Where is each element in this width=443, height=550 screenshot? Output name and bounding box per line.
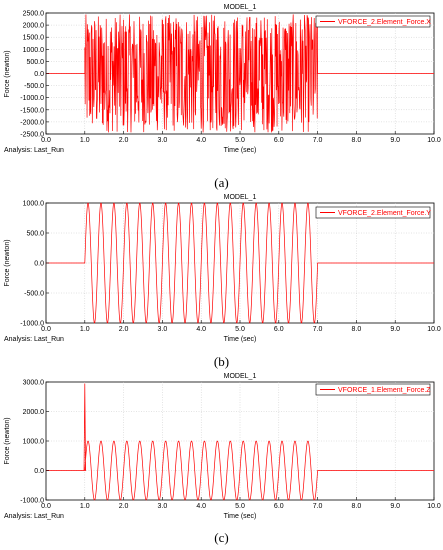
x-tick-label: 9.0 bbox=[390, 137, 400, 144]
x-tick-label: 4.0 bbox=[196, 326, 206, 333]
series-line bbox=[46, 14, 434, 133]
x-tick-label: 8.0 bbox=[352, 137, 362, 144]
y-tick-label: 3000.0 bbox=[23, 380, 45, 387]
legend: VFORCE_2.Element_Force.X bbox=[315, 15, 431, 28]
y-tick-label: -1000.0 bbox=[20, 95, 44, 102]
y-axis-title: Force (newton) bbox=[4, 239, 11, 286]
chart-c: 0.0 1.0 2.0 3.0 4.0 5.0 6.0 7.0 8.0 9.0 10.0 3000.… bbox=[4, 373, 441, 520]
x-tick-label: 0.0 bbox=[41, 137, 51, 144]
legend-label: VFORCE_2.Element_Force.Y bbox=[338, 210, 431, 217]
analysis-label: Analysis: Last_Run bbox=[4, 336, 64, 343]
x-tick-label: 0.0 bbox=[41, 326, 51, 333]
y-tick-label: 1000.0 bbox=[23, 439, 45, 446]
x-tick-label: 9.0 bbox=[390, 326, 400, 333]
x-tick-label: 5.0 bbox=[235, 503, 245, 510]
y-tick-label: -500.0 bbox=[24, 83, 44, 90]
x-tick-label: 9.0 bbox=[390, 503, 400, 510]
x-axis-title: Time (sec) bbox=[224, 513, 257, 520]
x-tick-label: 7.0 bbox=[313, 326, 323, 333]
figure-label-a: (a) bbox=[214, 175, 229, 190]
x-axis-title: Time (sec) bbox=[224, 336, 257, 343]
y-tick-label: 0.0 bbox=[34, 261, 44, 268]
chart-a: 0.0 1.0 2.0 3.0 4.0 5.0 6.0 7.0 8.0 9.0 10.0 2500.… bbox=[4, 4, 441, 154]
y-tick-label: 1500.0 bbox=[23, 35, 45, 42]
x-tick-label: 5.0 bbox=[235, 137, 245, 144]
x-tick-label: 6.0 bbox=[274, 137, 284, 144]
legend: VFORCE_2.Element_Force.Y bbox=[315, 206, 431, 219]
x-tick-label: 2.0 bbox=[119, 137, 129, 144]
legend-label: VFORCE_1.Element_Force.Z bbox=[338, 387, 431, 394]
figure-label-c: (c) bbox=[214, 530, 229, 545]
x-tick-label: 1.0 bbox=[80, 326, 90, 333]
y-tick-label: 0.0 bbox=[34, 468, 44, 475]
y-tick-label: -2500.0 bbox=[20, 132, 44, 139]
chart-panel-c: 0.0 1.0 2.0 3.0 4.0 5.0 6.0 7.0 8.0 9.0 10.0 3000.… bbox=[0, 372, 443, 545]
y-tick-label: -1500.0 bbox=[20, 107, 44, 114]
series-line bbox=[46, 202, 434, 324]
x-tick-label: 0.0 bbox=[41, 503, 51, 510]
figure-label-b: (b) bbox=[213, 354, 230, 369]
chart-panel-b: 0.0 1.0 2.0 3.0 4.0 5.0 6.0 7.0 8.0 9.0 10.0 1000.… bbox=[0, 193, 443, 369]
x-tick-label: 6.0 bbox=[274, 503, 284, 510]
x-tick-label: 1.0 bbox=[80, 137, 90, 144]
x-tick-label: 10.0 bbox=[427, 137, 441, 144]
x-tick-label: 2.0 bbox=[119, 503, 129, 510]
x-tick-label: 7.0 bbox=[313, 137, 323, 144]
y-tick-label: 500.0 bbox=[26, 59, 44, 66]
series-line bbox=[46, 383, 434, 501]
x-tick-label: 3.0 bbox=[158, 503, 168, 510]
y-tick-label: -1000.0 bbox=[20, 321, 44, 328]
x-tick-label: 7.0 bbox=[313, 503, 323, 510]
y-tick-label: 2000.0 bbox=[23, 409, 45, 416]
y-tick-label: -1000.0 bbox=[20, 498, 44, 505]
x-tick-label: 4.0 bbox=[196, 137, 206, 144]
x-tick-label: 3.0 bbox=[158, 326, 168, 333]
x-axis-title: Time (sec) bbox=[224, 147, 257, 154]
legend-label: VFORCE_2.Element_Force.X bbox=[338, 19, 431, 26]
chart-b: 0.0 1.0 2.0 3.0 4.0 5.0 6.0 7.0 8.0 9.0 10.0 1000.… bbox=[4, 194, 441, 343]
legend: VFORCE_1.Element_Force.Z bbox=[315, 383, 431, 396]
y-tick-label: 2000.0 bbox=[23, 23, 45, 30]
x-tick-label: 8.0 bbox=[352, 326, 362, 333]
analysis-label: Analysis: Last_Run bbox=[4, 147, 64, 154]
x-tick-label: 8.0 bbox=[352, 503, 362, 510]
y-tick-label: 1000.0 bbox=[23, 201, 45, 208]
plot-title: MODEL_1 bbox=[224, 4, 257, 11]
y-axis-title: Force (newton) bbox=[4, 417, 11, 464]
x-tick-label: 10.0 bbox=[427, 326, 441, 333]
chart-panel-a: 0.0 1.0 2.0 3.0 4.0 5.0 6.0 7.0 8.0 9.0 10.0 2500.… bbox=[0, 0, 443, 190]
y-tick-label: 500.0 bbox=[26, 231, 44, 238]
x-tick-label: 5.0 bbox=[235, 326, 245, 333]
analysis-label: Analysis: Last_Run bbox=[4, 513, 64, 520]
x-tick-label: 4.0 bbox=[196, 503, 206, 510]
y-tick-label: -500.0 bbox=[24, 291, 44, 298]
x-tick-label: 2.0 bbox=[119, 326, 129, 333]
x-tick-label: 6.0 bbox=[274, 326, 284, 333]
y-tick-label: 0.0 bbox=[34, 71, 44, 78]
plot-title: MODEL_1 bbox=[224, 373, 257, 380]
x-tick-label: 3.0 bbox=[158, 137, 168, 144]
y-tick-label: 2500.0 bbox=[23, 11, 45, 18]
plot-title: MODEL_1 bbox=[224, 194, 257, 201]
y-axis-title: Force (newton) bbox=[4, 50, 11, 97]
y-tick-label: 1000.0 bbox=[23, 47, 45, 54]
x-tick-label: 1.0 bbox=[80, 503, 90, 510]
x-tick-label: 10.0 bbox=[427, 503, 441, 510]
y-tick-label: -2000.0 bbox=[20, 119, 44, 126]
